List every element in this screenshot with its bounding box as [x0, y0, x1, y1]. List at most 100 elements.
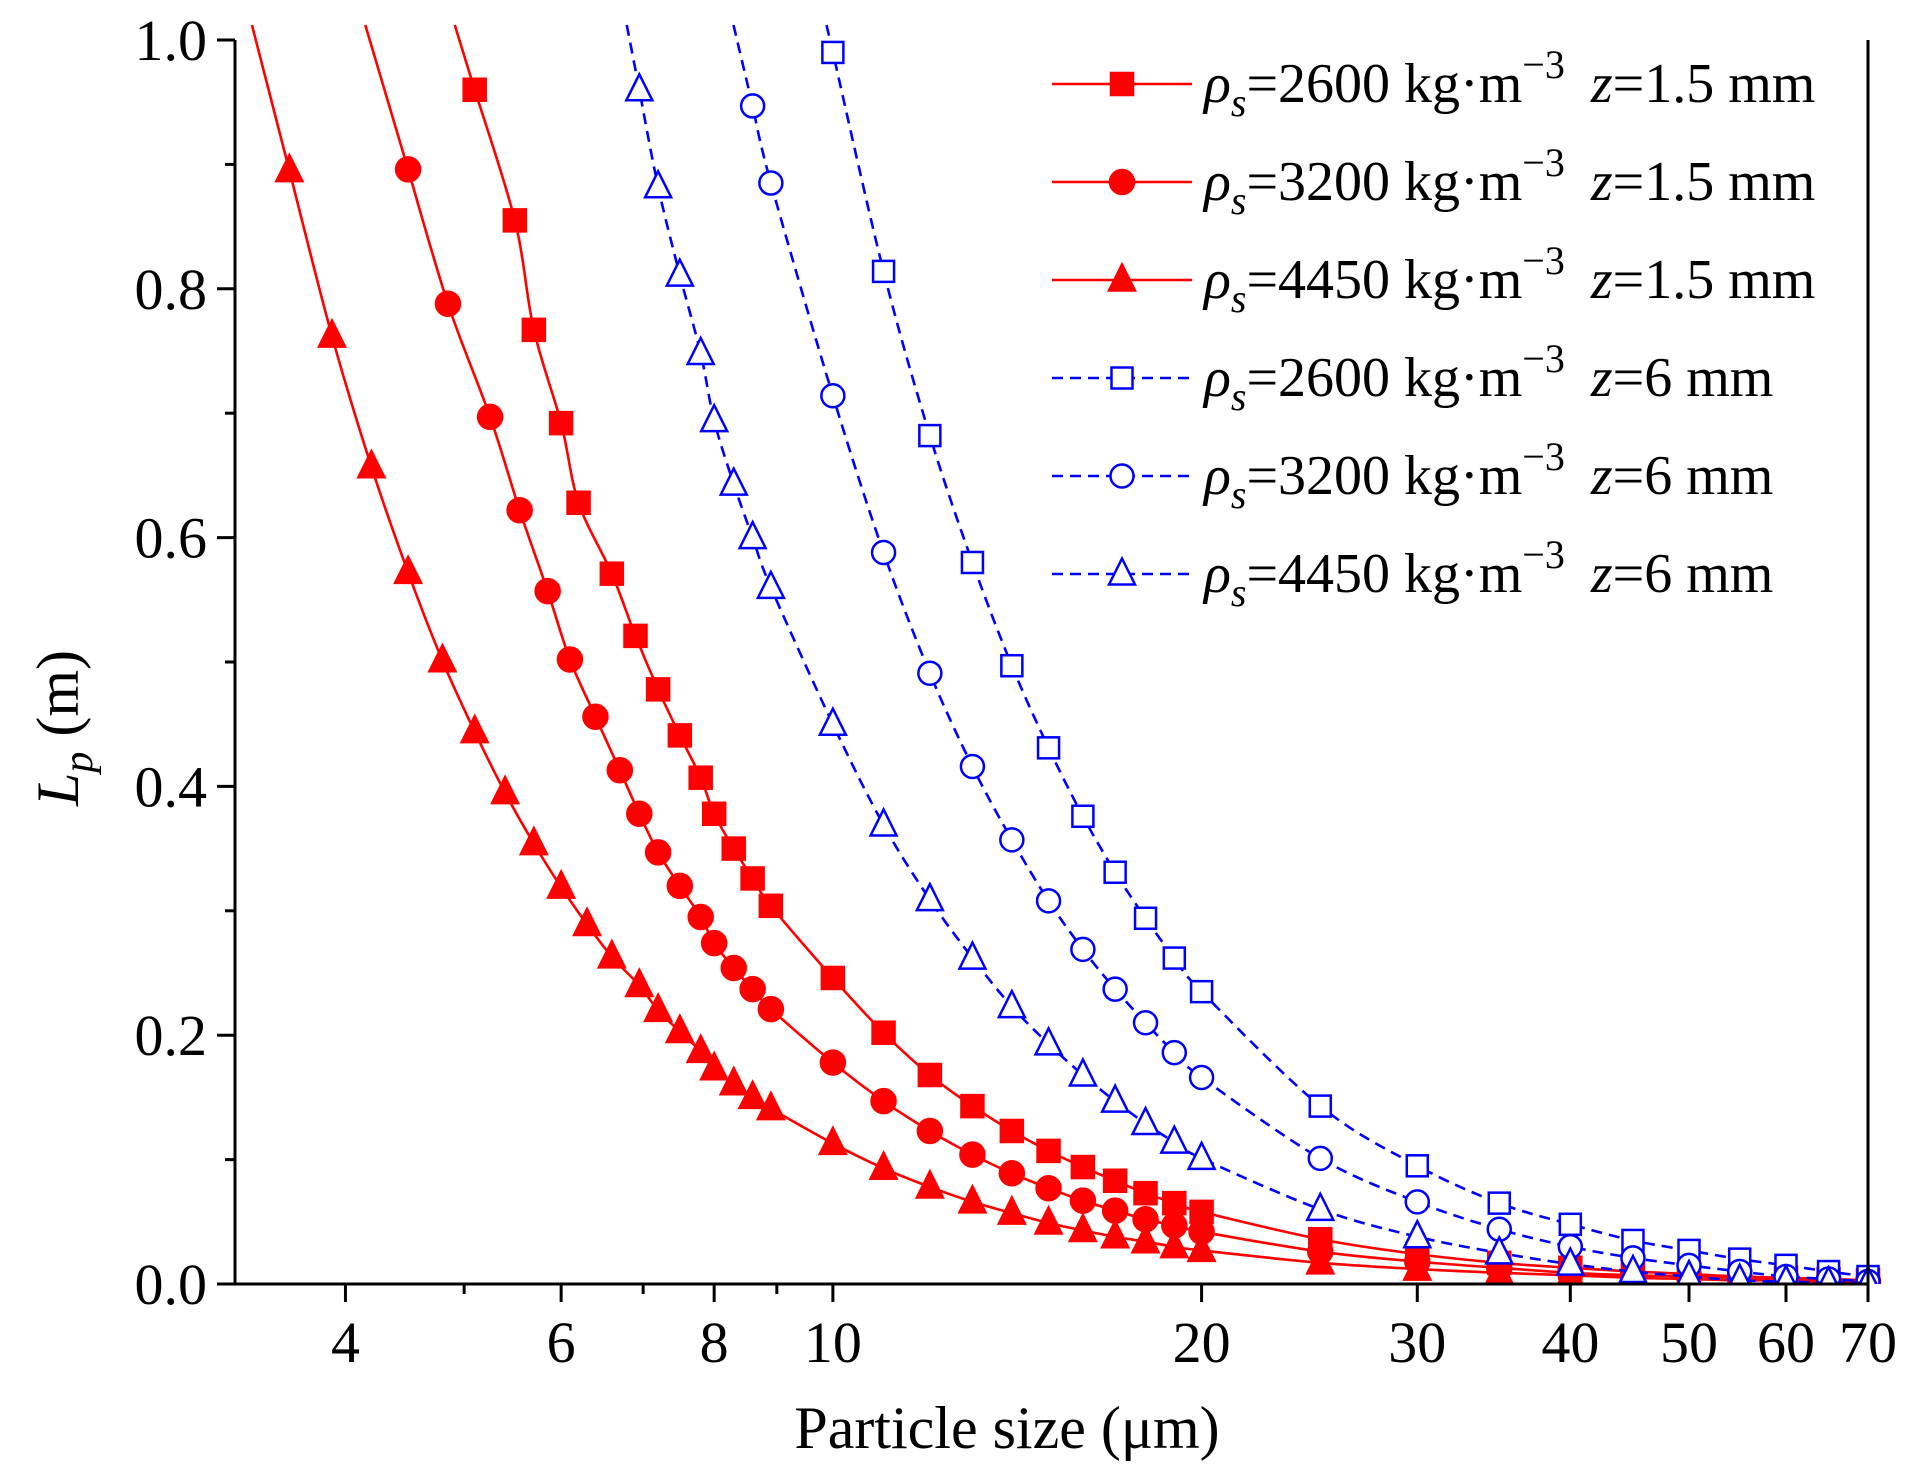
- data-point: [274, 152, 305, 183]
- data-point: [644, 839, 672, 866]
- data-point: [393, 554, 424, 585]
- legend-entry-3: ρs=4450 kg·m−3 z=1.5 mm: [1052, 238, 1815, 321]
- data-point: [1186, 1140, 1217, 1171]
- data-point: [1036, 1138, 1061, 1164]
- data-point: [1033, 1025, 1064, 1056]
- data-point: [1033, 1204, 1064, 1235]
- legend-label-part: ρ: [1202, 347, 1231, 409]
- data-point: [996, 1194, 1027, 1225]
- x-tick-label: 10: [804, 1310, 862, 1375]
- data-point: [685, 1033, 716, 1064]
- x-tick-label: 30: [1388, 1310, 1446, 1375]
- data-point: [645, 677, 671, 702]
- x-tick-label: 6: [547, 1310, 576, 1375]
- data-point: [1100, 1082, 1131, 1113]
- x-tick-label: 8: [700, 1310, 729, 1375]
- data-point: [1558, 1212, 1583, 1237]
- data-point: [820, 965, 846, 991]
- legend-label: ρs=4450 kg·m−3 z=1.5 mm: [1202, 238, 1815, 321]
- legend-label: ρs=3200 kg·m−3 z=1.5 mm: [1202, 140, 1815, 223]
- legend-label-part: =6 mm: [1613, 543, 1774, 605]
- data-point: [1069, 1187, 1097, 1214]
- data-point: [1067, 1056, 1098, 1087]
- data-point: [566, 490, 591, 516]
- data-point: [1404, 1189, 1431, 1215]
- data-point: [1133, 1180, 1158, 1206]
- legend-label: ρs=2600 kg·m−3 z=1.5 mm: [1202, 42, 1815, 125]
- legend-label-part: =3200 kg·m: [1246, 151, 1522, 213]
- legend-label-part: =6 mm: [1613, 347, 1774, 409]
- data-point: [1307, 1145, 1334, 1172]
- legend-label-part: ρ: [1202, 151, 1231, 213]
- data-point: [462, 77, 487, 103]
- series-line: [625, 24, 1869, 1284]
- data-point: [394, 156, 422, 183]
- legend-label-part: =3200 kg·m: [1246, 445, 1522, 507]
- data-point: [914, 881, 945, 912]
- data-point: [1035, 888, 1062, 914]
- data-point: [820, 383, 846, 409]
- data-point: [817, 705, 848, 736]
- legend-label-part: =1.5 mm: [1613, 151, 1816, 213]
- data-point: [700, 929, 728, 957]
- legend-label-part: s: [1231, 178, 1247, 223]
- data-point: [599, 561, 625, 586]
- legend-label-part: ρ: [1202, 543, 1231, 605]
- data-point: [534, 577, 561, 605]
- data-point: [739, 975, 766, 1003]
- data-point: [1159, 1123, 1190, 1154]
- data-point: [817, 1125, 848, 1156]
- data-point: [518, 825, 549, 856]
- data-point: [1162, 1190, 1187, 1216]
- data-point: [427, 642, 458, 673]
- y-axis-title-unit: (m): [25, 650, 91, 752]
- x-axis-title: Particle size (μm): [794, 1395, 1219, 1461]
- y-axis-title-subscript: p: [56, 752, 102, 776]
- y-tick-label: 0.2: [135, 1003, 208, 1068]
- data-point: [1308, 1094, 1333, 1118]
- data-point: [1728, 1261, 1751, 1284]
- legend-label-part: =2600 kg·m: [1246, 53, 1522, 115]
- data-point: [720, 954, 748, 982]
- legend-entry-2: ρs=3200 kg·m−3 z=1.5 mm: [1052, 140, 1815, 223]
- legend-label-part: −3: [1522, 336, 1565, 381]
- series-line: [250, 24, 1869, 1283]
- legend-label-part: z: [1590, 543, 1613, 605]
- legend-label-part: ρ: [1202, 53, 1231, 115]
- data-point: [999, 827, 1025, 853]
- data-point: [506, 496, 533, 524]
- data-point: [356, 448, 387, 479]
- legend-label-part: =2600 kg·m: [1246, 347, 1522, 409]
- data-point: [1035, 1174, 1062, 1202]
- data-point: [1132, 1010, 1159, 1036]
- data-point: [1305, 1191, 1336, 1222]
- legend-label-part: s: [1231, 570, 1247, 615]
- axes-layer: 0.0 0.2 0.4 0.6 0.8 1.0 4 6 8 10 20 30 40 50 60 70: [135, 8, 1898, 1375]
- data-point: [821, 40, 845, 65]
- data-point: [316, 317, 348, 348]
- legend-label: ρs=4450 kg·m−3 z=6 mm: [1202, 532, 1773, 615]
- data-point: [1555, 1245, 1586, 1276]
- data-point: [1188, 1064, 1215, 1091]
- legend-entry-1: ρs=2600 kg·m−3 z=1.5 mm: [1052, 42, 1815, 125]
- data-point: [1161, 1039, 1188, 1066]
- data-point: [1818, 1264, 1839, 1284]
- series-3: [250, 24, 1879, 1284]
- data-point: [596, 938, 627, 969]
- series-1: [453, 24, 1881, 1284]
- data-point: [699, 402, 730, 433]
- data-point: [998, 1160, 1026, 1187]
- data-point: [624, 71, 655, 102]
- data-point: [688, 765, 713, 790]
- data-point: [623, 623, 648, 649]
- data-point: [556, 646, 584, 673]
- data-point: [1402, 1218, 1433, 1249]
- data-point: [1676, 1258, 1702, 1284]
- data-point: [957, 939, 988, 970]
- data-point: [740, 866, 765, 891]
- data-point: [739, 93, 766, 119]
- x-tick-label: 70: [1839, 1310, 1897, 1375]
- data-point: [1402, 1250, 1433, 1281]
- data-point: [1130, 1223, 1161, 1254]
